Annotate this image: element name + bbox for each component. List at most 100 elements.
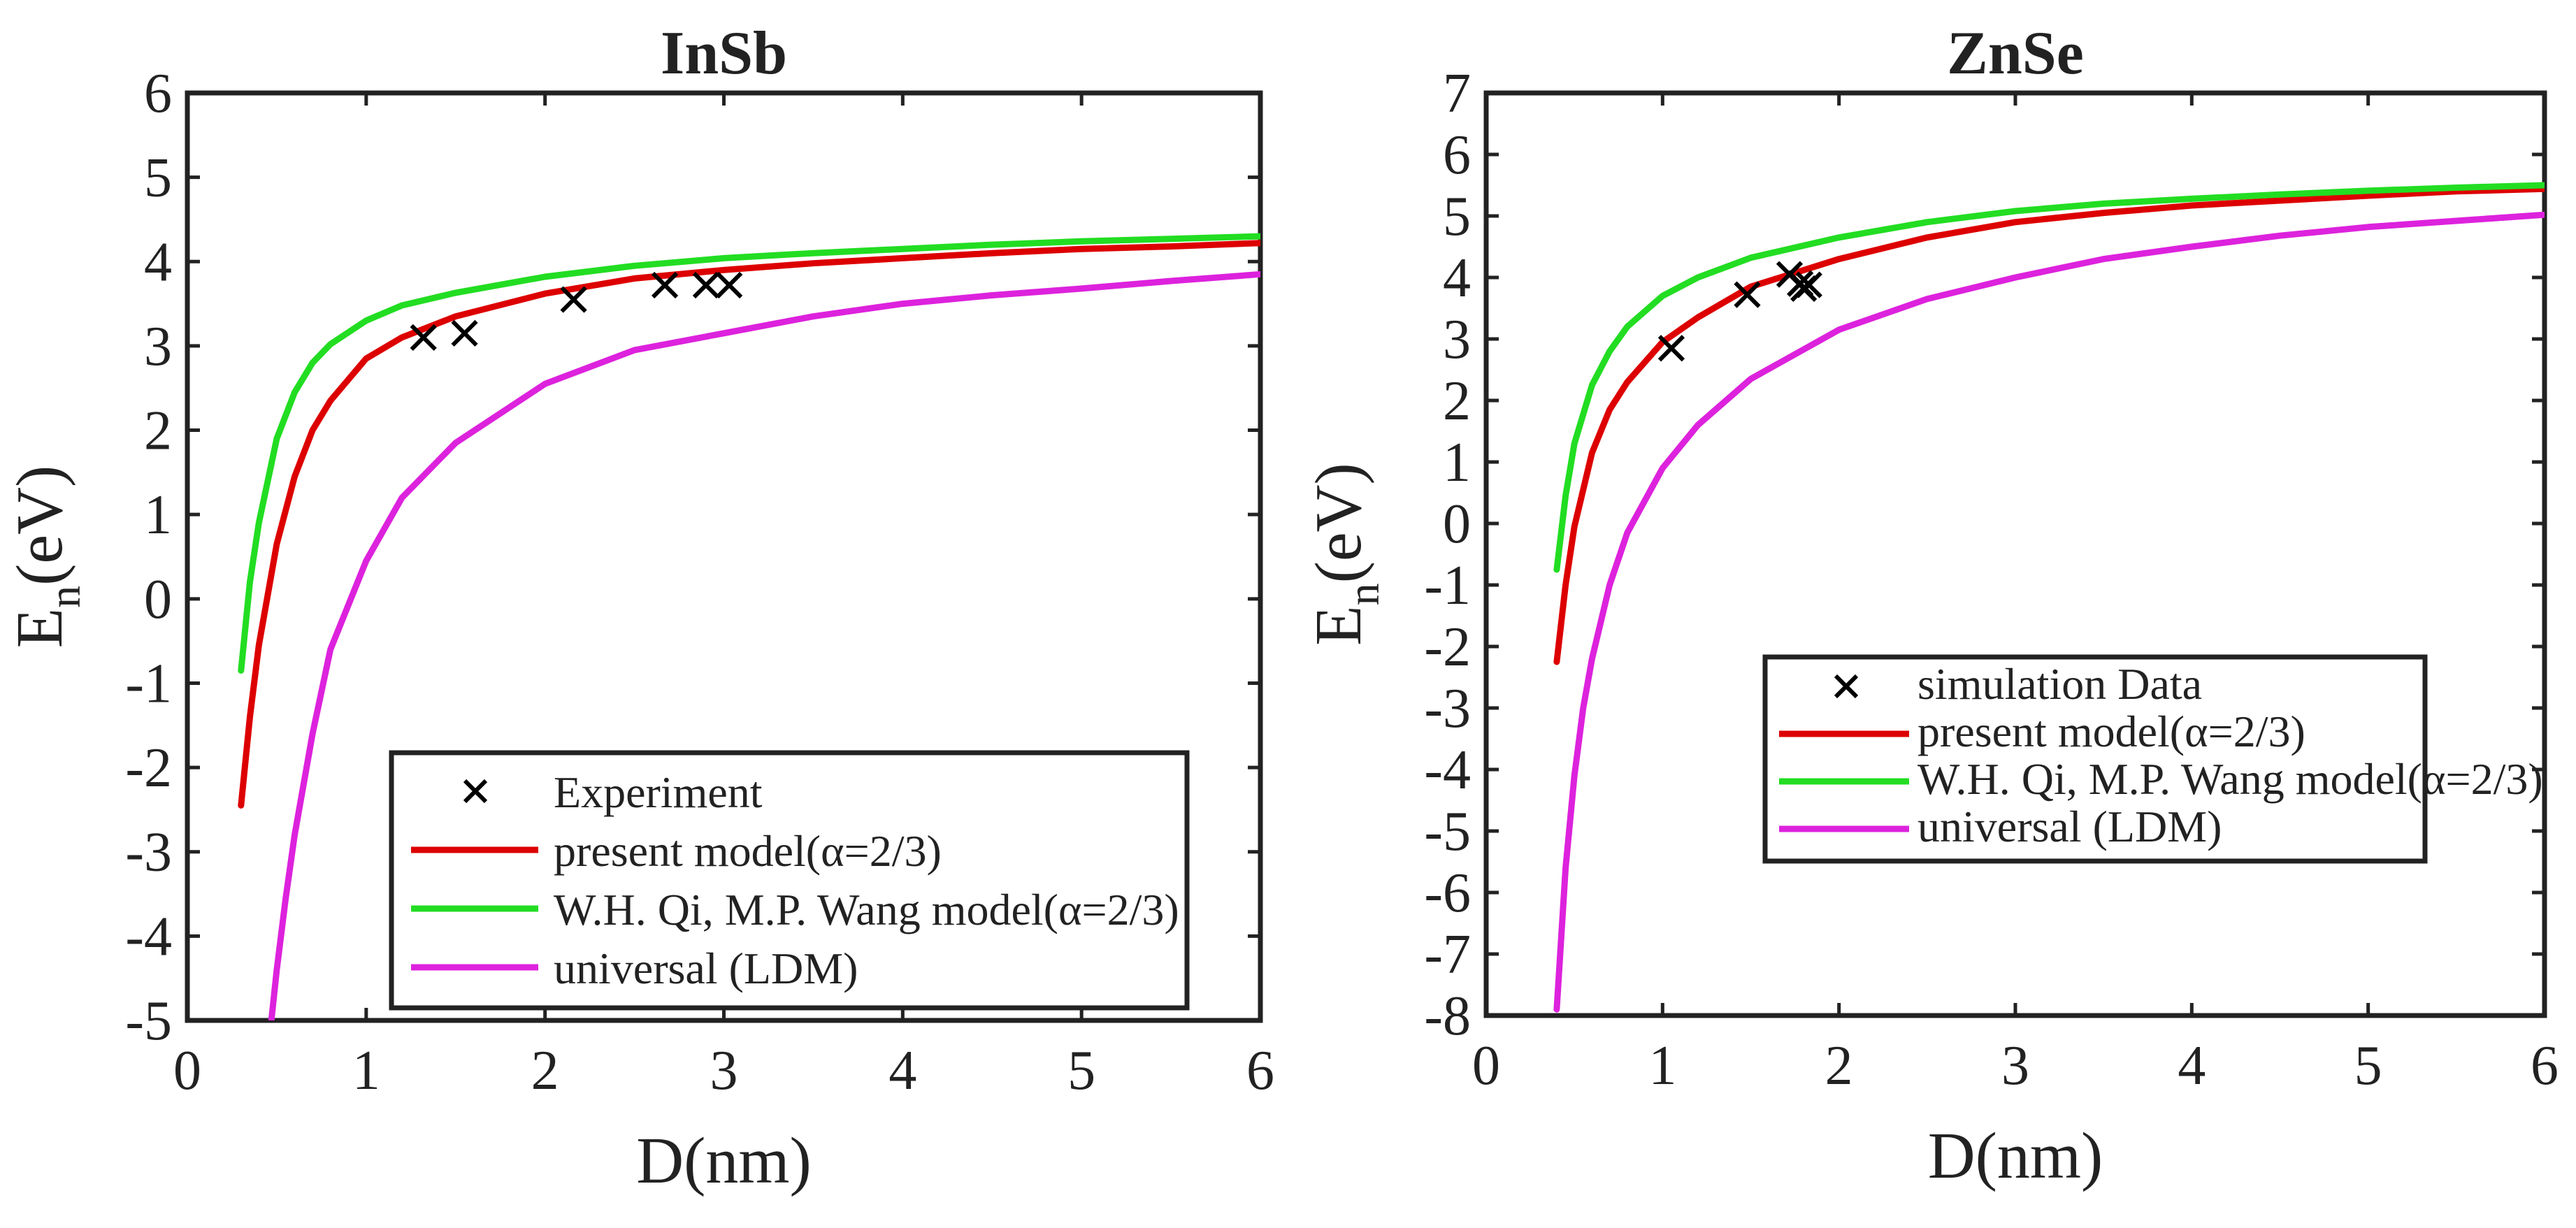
y-tick-label: 4 — [144, 231, 172, 293]
marker-stroke — [692, 271, 720, 299]
legend-label: W.H. Qi, M.P. Wang model(α=2/3) — [554, 885, 1179, 934]
y-tick-label: -3 — [1424, 678, 1471, 739]
legend-entry-series-1: W.H. Qi, M.P. Wang model(α=2/3) — [1779, 754, 2543, 804]
legend: Experiment present model(α=2/3) W.H. Qi, M… — [389, 750, 1190, 1011]
marker-stroke — [651, 271, 679, 299]
legend-label: universal (LDM) — [1917, 802, 2222, 851]
y-tick-label: -5 — [1424, 801, 1471, 862]
plot-frame — [1483, 90, 2547, 1018]
y-tick-label: 1 — [144, 484, 172, 546]
legend-entry-scatter: simulation Data — [1834, 659, 2202, 709]
marker-stroke — [1734, 281, 1761, 308]
y-tick-label: 5 — [144, 147, 172, 209]
legend-label: W.H. Qi, M.P. Wang model(α=2/3) — [1917, 754, 2543, 804]
y-axis-label-main: E — [3, 608, 76, 648]
y-tick-label: 3 — [1443, 309, 1471, 370]
y-axis-label-sub: n — [1339, 583, 1388, 605]
y-tick-label: -4 — [125, 906, 172, 967]
x-tick-label: 3 — [2001, 1035, 2029, 1097]
series-line-2 — [268, 270, 1260, 1020]
series-line-0 — [1553, 185, 2545, 665]
y-axis-label-unit: (eV) — [3, 465, 76, 586]
y-axis-label-main: E — [1302, 605, 1375, 645]
y-axis-label-unit: (eV) — [1302, 463, 1375, 583]
y-tick-label: 7 — [1443, 63, 1471, 124]
y-tick-label: 4 — [1443, 247, 1471, 309]
y-tick-label: -8 — [1424, 985, 1471, 1047]
x-axis-label: D(nm) — [636, 1125, 812, 1197]
series-group — [1553, 182, 2545, 1013]
data-point-marker — [1734, 281, 1761, 308]
marker-stroke — [1657, 335, 1685, 362]
x-tick-label: 5 — [2354, 1035, 2382, 1097]
data-point-marker — [451, 319, 478, 347]
x-tick-label: 2 — [531, 1040, 559, 1101]
series-line-2 — [1553, 211, 2545, 1013]
x-tick-label: 4 — [2178, 1035, 2206, 1097]
x-tick-label: 4 — [888, 1040, 916, 1101]
legend-entry-series-2: universal (LDM) — [411, 944, 858, 993]
x-tick-label: 0 — [173, 1040, 201, 1101]
y-axis-label: En(eV) — [3, 465, 89, 649]
chart-title: ZnSe — [1947, 20, 2084, 87]
data-point-marker — [651, 271, 679, 299]
series-group — [238, 233, 1260, 1020]
x-tick-label: 0 — [1472, 1035, 1500, 1097]
legend-label: simulation Data — [1917, 659, 2202, 709]
marker-stroke — [716, 271, 743, 299]
y-tick-label: 0 — [144, 569, 172, 630]
legend-marker — [463, 779, 488, 804]
y-tick-label: 1 — [1443, 432, 1471, 493]
y-tick-label: 6 — [144, 63, 172, 124]
data-point-marker — [1795, 271, 1822, 298]
y-tick-label: -7 — [1424, 924, 1471, 985]
y-tick-label: 0 — [1443, 493, 1471, 555]
legend-label: universal (LDM) — [554, 944, 858, 993]
legend-entry-scatter: Experiment — [463, 767, 763, 817]
y-tick-label: -4 — [1424, 739, 1471, 801]
legend-entry-series-0: present model(α=2/3) — [411, 826, 942, 876]
x-tick-label: 1 — [352, 1040, 380, 1101]
x-tick-label: 3 — [710, 1040, 738, 1101]
legend-entry-series-1: W.H. Qi, M.P. Wang model(α=2/3) — [411, 885, 1179, 934]
data-point-marker — [692, 271, 720, 299]
y-axis-label: En(eV) — [1302, 463, 1388, 646]
y-tick-label: -1 — [1424, 555, 1471, 616]
y-tick-label: 3 — [144, 316, 172, 377]
x-tick-label: 6 — [2531, 1035, 2559, 1097]
x-tick-label: 6 — [1246, 1040, 1274, 1101]
y-tick-label: -6 — [1424, 862, 1471, 924]
data-point-marker — [410, 324, 437, 351]
series-line-1 — [238, 233, 1260, 674]
series-line-1 — [1553, 182, 2545, 573]
series-line-0 — [238, 240, 1260, 809]
marker-stroke — [560, 286, 587, 313]
data-point-marker — [1657, 335, 1685, 362]
legend-entry-series-0: present model(α=2/3) — [1779, 707, 2305, 756]
y-tick-label: -5 — [125, 990, 172, 1052]
x-tick-label: 5 — [1067, 1040, 1095, 1101]
x-axis-label: D(nm) — [1928, 1120, 2103, 1192]
x-tick-label: 1 — [1648, 1035, 1676, 1097]
y-tick-label: 2 — [1443, 370, 1471, 432]
legend-label: present model(α=2/3) — [554, 826, 942, 876]
y-tick-label: -2 — [125, 737, 172, 799]
marker-stroke — [1795, 271, 1822, 298]
legend-entry-series-2: universal (LDM) — [1779, 802, 2222, 851]
data-point-marker — [560, 286, 587, 313]
y-tick-label: 6 — [1443, 124, 1471, 186]
x-tick-label: 2 — [1825, 1035, 1853, 1097]
legend-marker — [1834, 674, 1859, 699]
y-tick-label: -2 — [1424, 616, 1471, 678]
chart-title: InSb — [661, 20, 787, 87]
marker-stroke — [451, 319, 478, 347]
marker-stroke — [410, 324, 437, 351]
data-point-marker — [716, 271, 743, 299]
legend-label: Experiment — [554, 767, 763, 817]
legend-label: present model(α=2/3) — [1917, 707, 2305, 756]
y-tick-label: 2 — [144, 400, 172, 462]
